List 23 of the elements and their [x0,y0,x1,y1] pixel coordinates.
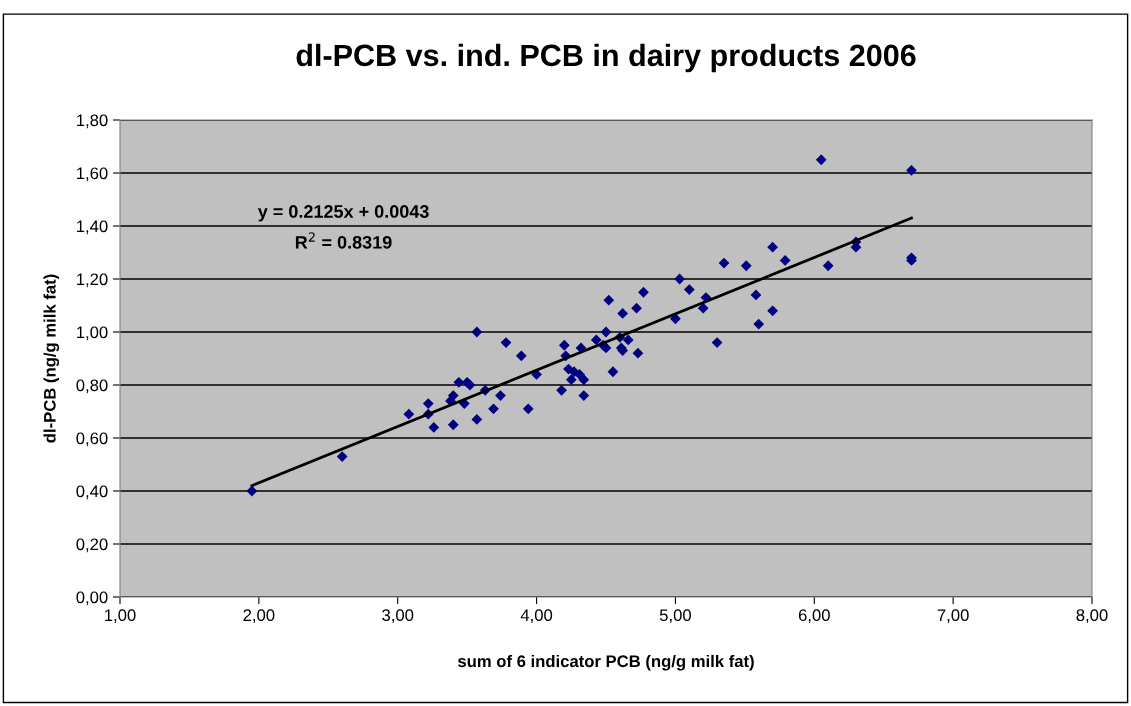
y-tick-label: 0,60 [76,432,108,447]
y-tick-label: 1,40 [77,220,108,235]
y-tick-label: 0,00 [76,591,108,606]
x-tick-label: 1,00 [105,609,136,624]
annotation: R$^{2}$ = 0.8319 [295,232,392,249]
chart-title: dl-PCB vs. ind. PCB in dairy products 2006 [296,43,916,73]
y-axis-title: dl-PCB (ng/g milk fat) [43,274,60,443]
x-tick-label: 5,00 [659,609,691,624]
x-tick-label: 4,00 [520,609,553,624]
y-tick-label: 0,20 [76,538,108,553]
x-tick-label: 3,00 [382,609,414,624]
y-tick-label: 1,60 [77,167,108,182]
x-tick-label: 7,00 [937,609,969,624]
y-tick-label: 1,00 [77,326,108,341]
y-tick-label: 0,40 [76,485,108,500]
x-tick-label: 2,00 [243,609,275,624]
y-tick-label: 1,80 [77,114,108,129]
x-axis-title: sum of 6 indicator PCB (ng/g milk fat) [457,654,754,671]
x-tick-label: 6,00 [798,609,830,624]
x-tick-label: 8,00 [1076,609,1108,624]
y-tick-label: 0,80 [76,379,108,394]
y-tick-label: 1,20 [77,273,108,288]
annotation: y = 0.2125x + 0.0043 [257,205,429,222]
